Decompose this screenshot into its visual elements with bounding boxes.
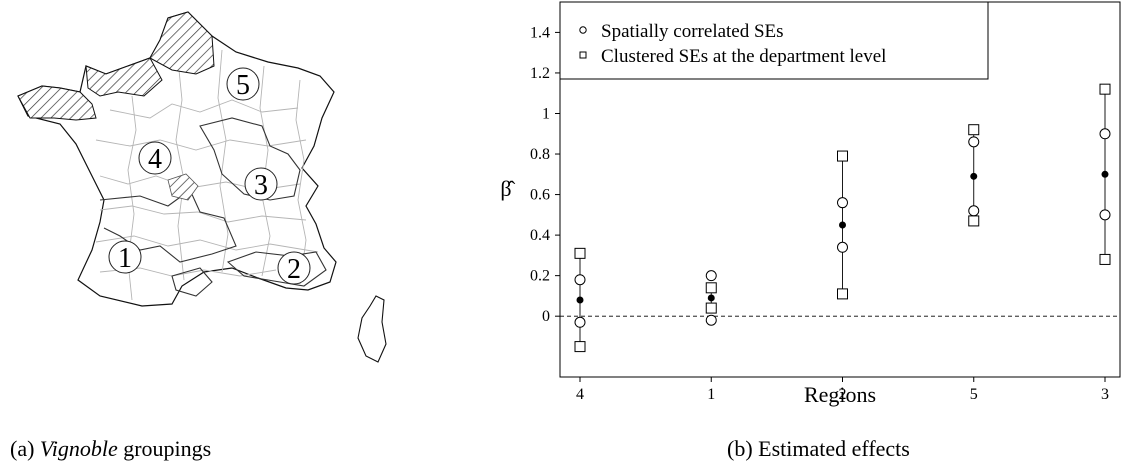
y-tick-label: 0.6 <box>530 187 550 204</box>
hatched-area-normandy <box>85 57 163 97</box>
hatched-area-brittany <box>17 85 97 121</box>
clustered-se-square-lower <box>1099 253 1111 265</box>
spatial-se-circle-upper <box>968 136 980 148</box>
hatched-area-north <box>149 11 215 75</box>
region-marker-4: 4 <box>138 141 172 175</box>
y-axis-label: β̂ <box>500 176 515 201</box>
clustered-se-square-lower <box>837 288 848 300</box>
spatial-se-circle-upper <box>705 270 717 282</box>
x-axis: 4 1 2 5 3 <box>576 377 1109 403</box>
caption-a-prefix: (a) <box>10 436 40 461</box>
point-estimate <box>576 296 584 304</box>
clustered-se-square-lower <box>574 341 586 353</box>
point-estimate <box>1101 170 1109 178</box>
caption-a-emphasis: Vignoble <box>39 436 118 461</box>
chart-marks <box>574 83 1111 353</box>
legend-box <box>559 1 989 80</box>
region-marker-1: 1 <box>108 240 142 274</box>
caption-b: (b) Estimated effects <box>727 436 910 461</box>
clustered-se-square-lower <box>705 302 717 314</box>
legend-entry-spatial: Spatially correlated SEs <box>601 21 784 42</box>
hatched-area-centre <box>167 173 199 201</box>
clustered-se-square-lower <box>968 215 980 227</box>
legend-entry-clustered: Clustered SEs at the department level <box>601 46 886 67</box>
spatial-se-circle-lower <box>968 205 980 217</box>
y-tick-label: 1.2 <box>530 65 550 82</box>
x-axis-label: Regions <box>804 382 876 407</box>
spatial-se-circle-upper <box>1099 128 1111 140</box>
spatial-se-circle-lower <box>1099 209 1111 221</box>
legend-circle-icon <box>579 26 587 34</box>
spatial-se-circle-lower <box>574 316 586 328</box>
region-marker-5: 5 <box>226 67 260 101</box>
legend-square-icon <box>579 51 587 59</box>
spatial-se-circle-upper <box>574 274 586 286</box>
y-tick-label: 0.4 <box>530 227 550 244</box>
y-tick-label: 1.4 <box>530 24 550 41</box>
y-tick-label: 1 <box>542 105 550 122</box>
y-tick-label: 0.8 <box>530 146 550 163</box>
effects-chart: 0 0.2 0.4 0.6 0.8 1 1.2 1.4 4 1 2 5 3 β̂ Regions Sp… <box>500 1 1121 407</box>
region-label-2: 2 <box>287 254 301 285</box>
france-map: 5 4 3 1 2 <box>17 11 387 363</box>
spatial-se-circle-lower <box>705 314 717 326</box>
x-tick-label: 1 <box>707 386 715 403</box>
grouping-boundaries <box>99 117 327 297</box>
corsica <box>357 295 387 363</box>
caption-a: (a) Vignoble groupings <box>10 436 211 462</box>
clustered-se-square-upper <box>837 150 848 162</box>
legend: Spatially correlated SEs Clustered SEs a… <box>559 1 989 80</box>
clustered-se-square-upper <box>574 247 586 259</box>
x-tick-label: 2 <box>839 386 847 403</box>
clustered-se-square-upper <box>968 124 980 136</box>
x-tick-label: 3 <box>1101 386 1109 403</box>
region-label-4: 4 <box>148 144 162 175</box>
y-tick-label: 0.2 <box>530 268 550 285</box>
spatial-se-circle-upper <box>837 197 848 209</box>
region-label-5: 5 <box>236 70 250 101</box>
x-tick-label: 5 <box>970 386 978 403</box>
point-estimate <box>970 172 978 180</box>
y-axis: 0 0.2 0.4 0.6 0.8 1 1.2 1.4 <box>530 24 560 325</box>
clustered-se-square-upper <box>705 282 717 294</box>
point-estimate <box>707 294 715 302</box>
point-estimate <box>839 221 846 229</box>
y-tick-label: 0 <box>542 308 550 325</box>
region-marker-2: 2 <box>277 251 311 285</box>
spatial-se-circle-lower <box>837 241 848 253</box>
region-label-3: 3 <box>254 170 268 201</box>
x-tick-label: 4 <box>576 386 584 403</box>
region-label-1: 1 <box>118 243 132 274</box>
region-marker-3: 3 <box>244 167 278 201</box>
caption-a-suffix: groupings <box>117 436 212 461</box>
clustered-se-square-upper <box>1099 83 1111 95</box>
